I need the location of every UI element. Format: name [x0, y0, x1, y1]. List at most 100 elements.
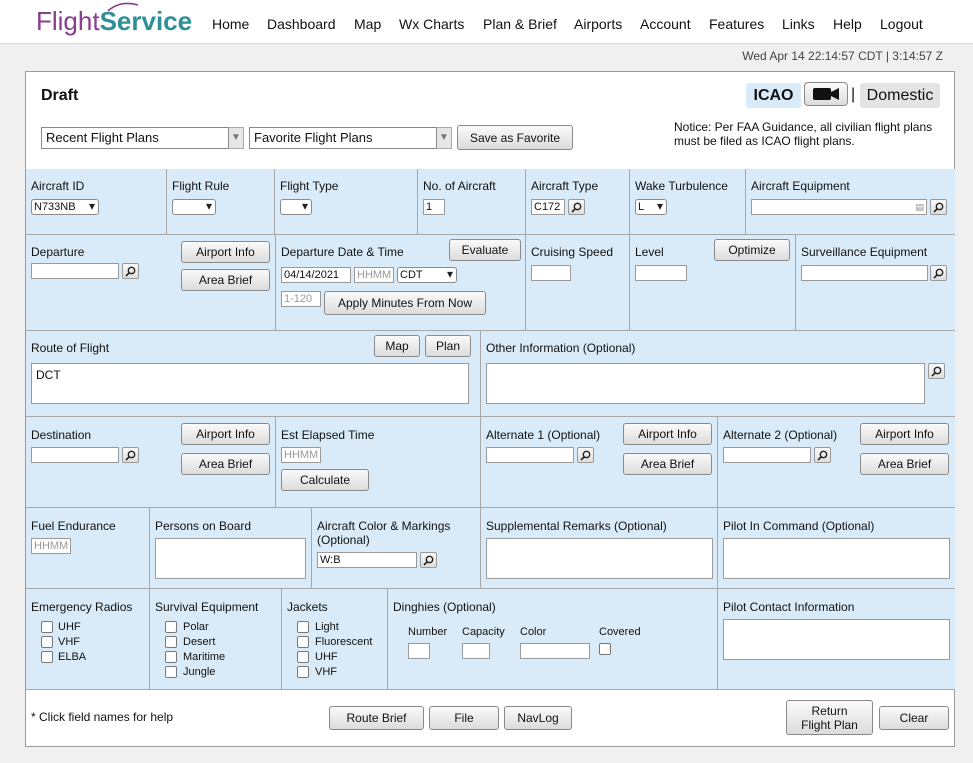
destination-airport-info-button[interactable]: Airport Info [181, 423, 270, 445]
nav-dashboard[interactable]: Dashboard [267, 16, 336, 32]
pilot-contact-textarea[interactable] [723, 619, 950, 660]
dinghy-number-input[interactable] [408, 643, 430, 659]
fuel-endurance-label[interactable]: Fuel Endurance [31, 519, 116, 533]
wake-turbulence-label[interactable]: Wake Turbulence [635, 179, 728, 193]
aircraft-color-label[interactable]: Aircraft Color & Markings [317, 519, 451, 533]
wake-turbulence-select[interactable]: L [635, 199, 667, 215]
navlog-button[interactable]: NavLog [504, 706, 572, 730]
alternate-1-area-brief-button[interactable]: Area Brief [623, 453, 712, 475]
level-label[interactable]: Level [635, 245, 664, 259]
survival-equipment-label[interactable]: Survival Equipment [155, 600, 259, 614]
persons-on-board-label[interactable]: Persons on Board [155, 519, 252, 533]
save-as-favorite-button[interactable]: Save as Favorite [457, 125, 573, 150]
pilot-in-command-label[interactable]: Pilot In Command (Optional) [723, 519, 875, 533]
flight-rule-select[interactable] [172, 199, 216, 215]
alternate-1-label[interactable]: Alternate 1 (Optional) [486, 428, 601, 442]
destination-label[interactable]: Destination [31, 428, 92, 442]
departure-time-input[interactable]: HHMM [354, 267, 394, 283]
nav-airports[interactable]: Airports [574, 16, 623, 32]
destination-input[interactable] [31, 447, 119, 463]
apply-minutes-button[interactable]: Apply Minutes From Now [324, 291, 486, 315]
cruising-speed-label[interactable]: Cruising Speed [531, 245, 614, 259]
calculate-button[interactable]: Calculate [281, 469, 369, 491]
nav-wx-charts[interactable]: Wx Charts [399, 16, 465, 32]
aircraft-equipment-search-button[interactable] [930, 199, 947, 215]
emergency-radios-label[interactable]: Emergency Radios [31, 600, 133, 614]
radio-uhf-checkbox[interactable] [41, 621, 53, 633]
nav-map[interactable]: Map [354, 16, 382, 32]
supplemental-remarks-label[interactable]: Supplemental Remarks (Optional) [486, 519, 667, 533]
alternate-1-airport-info-button[interactable]: Airport Info [623, 423, 712, 445]
nav-home[interactable]: Home [212, 16, 250, 32]
alternate-2-label[interactable]: Alternate 2 (Optional) [723, 428, 838, 442]
nav-features[interactable]: Features [709, 16, 765, 32]
alternate-2-airport-info-button[interactable]: Airport Info [860, 423, 949, 445]
nav-links[interactable]: Links [782, 16, 815, 32]
departure-airport-info-button[interactable]: Airport Info [181, 241, 270, 263]
other-information-search-button[interactable] [928, 363, 945, 379]
pilot-in-command-textarea[interactable] [723, 538, 950, 579]
elapsed-time-input[interactable]: HHMM [281, 447, 321, 463]
recent-flight-plans-select[interactable]: Recent Flight Plans ▼ [41, 127, 244, 149]
surveillance-equipment-label[interactable]: Surveillance Equipment [801, 245, 928, 259]
fuel-endurance-input[interactable]: HHMM [31, 538, 71, 554]
route-map-button[interactable]: Map [374, 335, 420, 357]
supplemental-remarks-textarea[interactable] [486, 538, 713, 579]
departure-search-button[interactable] [122, 263, 139, 279]
alternate-1-input[interactable] [486, 447, 574, 463]
aircraft-id-select[interactable]: N733NB [31, 199, 99, 215]
jacket-light-checkbox[interactable] [297, 621, 309, 633]
icao-toggle[interactable]: ICAO [746, 83, 801, 108]
survival-polar-checkbox[interactable] [165, 621, 177, 633]
pilot-contact-label[interactable]: Pilot Contact Information [723, 600, 855, 614]
aircraft-id-label[interactable]: Aircraft ID [31, 179, 85, 193]
aircraft-color-input[interactable]: W:B [317, 552, 417, 568]
survival-desert-checkbox[interactable] [165, 636, 177, 648]
nav-plan-brief[interactable]: Plan & Brief [483, 16, 557, 32]
aircraft-equipment-label[interactable]: Aircraft Equipment [751, 179, 850, 193]
video-button[interactable] [804, 82, 848, 106]
dinghy-covered-checkbox[interactable] [599, 643, 611, 655]
survival-maritime-checkbox[interactable] [165, 651, 177, 663]
nav-logout[interactable]: Logout [880, 16, 923, 32]
route-label[interactable]: Route of Flight [31, 341, 110, 355]
alternate-1-search-button[interactable] [577, 447, 594, 463]
alternate-2-search-button[interactable] [814, 447, 831, 463]
aircraft-type-search-button[interactable] [568, 199, 585, 215]
file-button[interactable]: File [429, 706, 499, 730]
jacket-vhf-checkbox[interactable] [297, 666, 309, 678]
radio-vhf-checkbox[interactable] [41, 636, 53, 648]
timezone-select[interactable]: CDT [397, 267, 457, 283]
favorite-flight-plans-select[interactable]: Favorite Flight Plans ▼ [249, 127, 452, 149]
jacket-uhf-checkbox[interactable] [297, 651, 309, 663]
return-flight-plan-button[interactable]: Return Flight Plan [786, 700, 873, 735]
aircraft-color-search-button[interactable] [420, 552, 437, 568]
num-aircraft-label[interactable]: No. of Aircraft [423, 179, 496, 193]
destination-search-button[interactable] [122, 447, 139, 463]
surveillance-search-button[interactable] [930, 265, 947, 281]
domestic-toggle[interactable]: Domestic [860, 83, 940, 108]
departure-area-brief-button[interactable]: Area Brief [181, 269, 270, 291]
clear-button[interactable]: Clear [879, 706, 949, 730]
surveillance-equipment-input[interactable] [801, 265, 928, 281]
radio-elba-checkbox[interactable] [41, 651, 53, 663]
dinghy-capacity-input[interactable] [462, 643, 490, 659]
dinghies-label[interactable]: Dinghies (Optional) [393, 600, 496, 614]
other-information-textarea[interactable] [486, 363, 925, 404]
flight-rule-label[interactable]: Flight Rule [172, 179, 230, 193]
evaluate-button[interactable]: Evaluate [449, 239, 521, 261]
route-plan-button[interactable]: Plan [425, 335, 471, 357]
departure-date-input[interactable]: 04/14/2021 [281, 267, 351, 283]
flightservice-logo[interactable]: FlightService [36, 2, 192, 38]
aircraft-type-label[interactable]: Aircraft Type [531, 179, 599, 193]
flight-type-label[interactable]: Flight Type [280, 179, 339, 193]
aircraft-type-input[interactable]: C172 [531, 199, 565, 215]
alternate-2-input[interactable] [723, 447, 811, 463]
cruising-speed-input[interactable] [531, 265, 571, 281]
route-textarea[interactable]: DCT [31, 363, 469, 404]
aircraft-equipment-input[interactable]: ▤ [751, 199, 927, 215]
flight-type-select[interactable] [280, 199, 312, 215]
departure-label[interactable]: Departure [31, 245, 85, 259]
jackets-label[interactable]: Jackets [287, 600, 328, 614]
optimize-button[interactable]: Optimize [714, 239, 790, 261]
